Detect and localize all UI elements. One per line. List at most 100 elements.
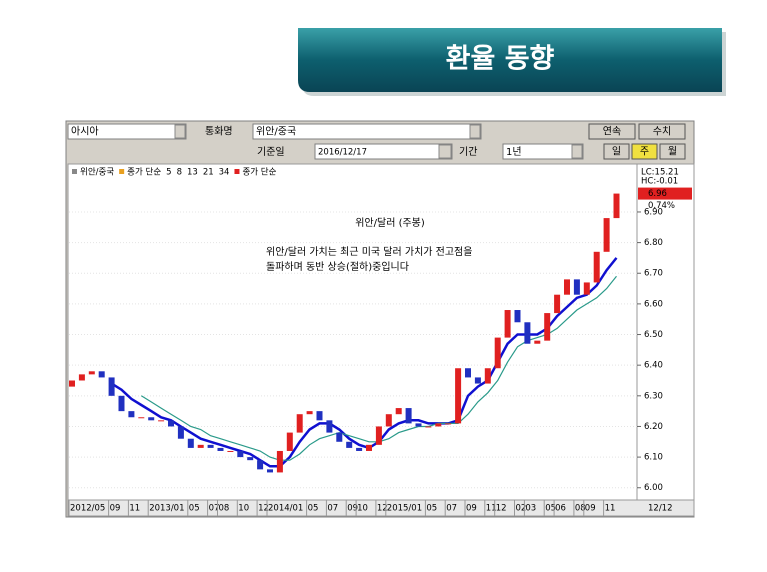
candle	[78, 374, 85, 381]
candle	[346, 441, 353, 448]
y-tick-label: 6.10	[644, 453, 663, 463]
candle	[227, 450, 234, 452]
candle	[564, 279, 570, 295]
x-axis-bar	[67, 499, 695, 517]
candle	[118, 395, 125, 412]
dropdown-arrow[interactable]	[571, 144, 583, 159]
candle	[316, 411, 323, 421]
candle	[504, 310, 511, 338]
button[interactable]	[638, 123, 686, 140]
legend-label: 종가 단순	[242, 167, 276, 178]
dropdown-arrow[interactable]	[469, 124, 481, 139]
candle	[247, 457, 254, 461]
y-tick-label: 6.00	[644, 483, 663, 493]
candle	[613, 193, 620, 219]
x-tick-label: 08	[575, 504, 586, 514]
x-tick-label: 11	[605, 504, 616, 514]
button[interactable]	[588, 123, 636, 140]
candle	[465, 368, 471, 378]
date-input[interactable]	[314, 143, 453, 160]
candle	[603, 218, 610, 252]
button[interactable]	[631, 143, 658, 160]
region-select[interactable]	[67, 123, 187, 140]
legend-label: 종가 단순	[127, 167, 161, 178]
y-tick-label: 6.70	[644, 269, 663, 279]
candle	[296, 414, 303, 433]
hc-value: HC:-0.01	[641, 177, 678, 187]
candle	[385, 414, 392, 427]
x-tick-label: 09	[585, 504, 596, 514]
x-tick-label: 2015/01	[387, 504, 422, 514]
candle	[148, 417, 155, 421]
candle	[356, 447, 363, 451]
candle	[177, 426, 184, 439]
candle	[197, 444, 204, 448]
legend-label: 8	[177, 168, 182, 178]
x-tick-label: 03	[525, 504, 536, 514]
currency-select[interactable]	[252, 123, 482, 140]
toolbar: 아시아 통화명 위안/중국 기준일 2016/12/17 기간 1년	[67, 123, 584, 160]
candle	[138, 417, 145, 419]
x-tick-label: 07	[209, 504, 220, 514]
currency-label: 통화명	[205, 126, 233, 138]
candle	[128, 411, 135, 418]
x-tick-label: 2012/05	[70, 504, 105, 514]
candle	[395, 408, 402, 415]
currency-value: 위안/중국	[256, 125, 296, 138]
button-label: 일	[612, 146, 621, 158]
button[interactable]	[659, 143, 686, 160]
y-tick-label: 6.80	[644, 238, 663, 248]
candle	[455, 368, 462, 424]
candle	[484, 368, 491, 384]
period-select[interactable]	[502, 143, 584, 160]
x-tick-label: 2013/01	[149, 504, 184, 514]
end-date: 12/12	[648, 504, 673, 514]
dropdown-arrow[interactable]	[174, 124, 186, 139]
x-tick-label: 09	[110, 504, 121, 514]
period-value: 1년	[506, 146, 522, 158]
y-tick-label: 6.90	[644, 207, 663, 217]
calendar-button[interactable]	[438, 144, 452, 159]
candle	[286, 432, 293, 451]
button-label: 연속	[603, 126, 621, 138]
candle	[306, 411, 313, 415]
button-label: 월	[668, 146, 677, 158]
candle	[494, 337, 501, 369]
candle	[276, 450, 283, 473]
page-title: 환율 동향	[446, 44, 555, 75]
candle	[69, 380, 75, 387]
x-tick-label: 12	[496, 504, 507, 514]
x-tick-label: 10	[238, 504, 249, 514]
x-tick-label: 11	[486, 504, 497, 514]
x-tick-label: 11	[129, 504, 140, 514]
right-axis	[636, 163, 695, 501]
legend-label: 21	[203, 168, 214, 178]
candle	[257, 460, 264, 470]
x-tick-label: 09	[347, 504, 358, 514]
x-tick-label: 06	[555, 504, 566, 514]
candle	[534, 340, 541, 344]
y-tick-label: 6.60	[644, 299, 663, 309]
candle	[237, 450, 244, 458]
candle	[158, 420, 165, 422]
candle	[514, 310, 521, 323]
candle	[474, 377, 481, 384]
change-label: 0.74%	[648, 201, 675, 211]
button[interactable]	[603, 143, 630, 160]
legend-swatch	[72, 169, 77, 174]
button-label: 수치	[653, 126, 671, 138]
x-tick-label: 08	[219, 504, 230, 514]
candle	[524, 322, 531, 344]
y-tick-label: 6.40	[644, 361, 663, 371]
candle	[435, 423, 442, 427]
period-label: 기간	[459, 146, 477, 158]
y-tick-label: 6.20	[644, 422, 663, 432]
candle	[375, 426, 382, 445]
title-banner	[298, 28, 722, 92]
moving-average-line	[110, 257, 618, 468]
region-value: 아시아	[71, 126, 99, 138]
candle	[217, 447, 224, 451]
candle	[88, 371, 95, 375]
